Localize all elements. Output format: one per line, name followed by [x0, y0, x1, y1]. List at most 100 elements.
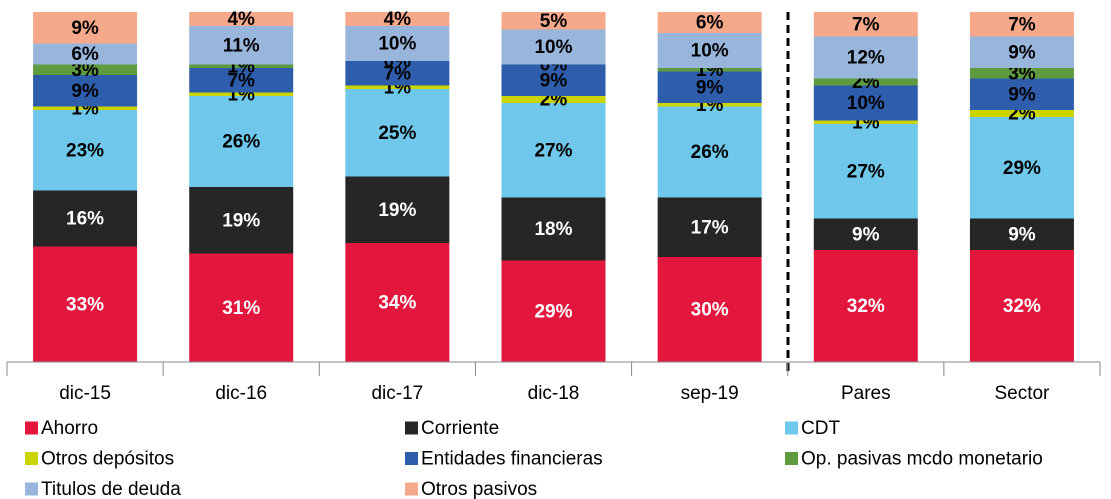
bar-segment [345, 176, 450, 243]
value-label: 12% [847, 48, 885, 69]
bar-segment [969, 110, 1074, 117]
legend-swatch [25, 452, 38, 465]
value-label: 34% [378, 293, 416, 314]
bar-segment [501, 29, 606, 65]
x-tick-label: Sector [994, 383, 1050, 404]
bar-segment [501, 260, 606, 362]
bar-segment [33, 246, 138, 362]
bar-segment [969, 78, 1074, 110]
bar-segment [657, 68, 762, 72]
legend-swatch [785, 421, 798, 435]
bar-segment [33, 12, 138, 44]
bar-segment [657, 103, 762, 107]
legend-label: Op. pasivas mcdo monetario [801, 449, 1043, 470]
value-label: 29% [534, 301, 572, 322]
bar-segment [657, 257, 762, 362]
legend-swatch [785, 452, 798, 465]
bar-segment [969, 36, 1074, 68]
value-label: 9% [1008, 42, 1036, 63]
value-label: 3% [71, 60, 99, 81]
legend-label: Titulos de deuda [41, 479, 181, 499]
bar-segment [501, 197, 606, 261]
bar-segment [501, 12, 606, 30]
bar-segment [345, 61, 450, 86]
value-label: 32% [1003, 296, 1041, 317]
bar-segment [969, 250, 1074, 362]
bar-segment [813, 218, 918, 250]
bar-segment [657, 12, 762, 33]
bar-segment [33, 43, 138, 65]
legend-swatch [405, 452, 418, 465]
bar-segment [33, 106, 138, 110]
value-label: 3% [1008, 63, 1036, 84]
value-label: 7% [852, 14, 880, 35]
value-label: 10% [534, 37, 572, 58]
value-label: 27% [847, 161, 885, 182]
value-label: 10% [691, 41, 729, 62]
legend-label: Corriente [421, 418, 499, 439]
value-label: 9% [540, 70, 568, 91]
bar-segment [501, 64, 606, 96]
legend-label: Ahorro [41, 418, 98, 439]
value-label: 32% [847, 296, 885, 317]
bar-segment [969, 68, 1074, 79]
value-label: 7% [227, 70, 255, 91]
bar-segment [33, 75, 138, 107]
legend-label: Entidades financieras [421, 449, 603, 470]
x-tick-label: dic-16 [215, 383, 267, 404]
value-label: 4% [384, 9, 412, 30]
bar-segment [813, 78, 918, 86]
bar-segment [33, 64, 138, 75]
bar-segment [33, 110, 138, 191]
value-label: 9% [71, 81, 99, 102]
value-label: 11% [223, 35, 260, 56]
value-label: 25% [378, 123, 416, 144]
bar-segment [345, 85, 450, 89]
value-label: 9% [1008, 84, 1036, 105]
value-label: 9% [696, 77, 724, 98]
x-tick-label: dic-15 [59, 383, 111, 404]
bar-segment [189, 68, 294, 93]
bar-segment [969, 12, 1074, 37]
value-label: 23% [66, 140, 104, 161]
bar-segment [189, 92, 294, 96]
bar-segment [345, 12, 450, 26]
bar-segment [813, 36, 918, 79]
bar-segment [813, 120, 918, 124]
bar-segment [813, 250, 918, 362]
value-label: 4% [227, 9, 255, 30]
value-label: 7% [1008, 14, 1036, 35]
value-label: 9% [71, 18, 99, 39]
value-label: 10% [378, 34, 416, 55]
value-label: 7% [384, 63, 412, 84]
bar-segment [657, 33, 762, 68]
bar-segment [813, 124, 918, 219]
bar-segment [657, 197, 762, 257]
bar-segment [501, 103, 606, 198]
value-label: 29% [1003, 158, 1041, 179]
bar-segment [345, 89, 450, 177]
value-label: 33% [66, 294, 104, 315]
legend-swatch [405, 421, 418, 435]
bar-segment [189, 253, 294, 362]
bar-segment [657, 106, 762, 198]
legend-label: Otros depósitos [41, 449, 174, 470]
value-label: 18% [534, 219, 572, 240]
value-label: 30% [691, 300, 729, 321]
legend-label: Otros pasivos [421, 479, 537, 499]
x-tick-label: Pares [841, 383, 891, 404]
legend-swatch [25, 482, 38, 496]
bar-segment [813, 12, 918, 37]
legend-swatch [405, 482, 418, 496]
legend-swatch [25, 421, 38, 435]
bar-segment [33, 190, 138, 247]
bar-segment [969, 117, 1074, 219]
bar-segment [189, 64, 294, 68]
value-label: 9% [1008, 224, 1036, 245]
legend-label: CDT [801, 418, 840, 439]
value-label: 17% [691, 217, 729, 238]
value-label: 9% [852, 224, 880, 245]
value-label: 5% [540, 11, 568, 32]
bar-segment [189, 26, 294, 65]
